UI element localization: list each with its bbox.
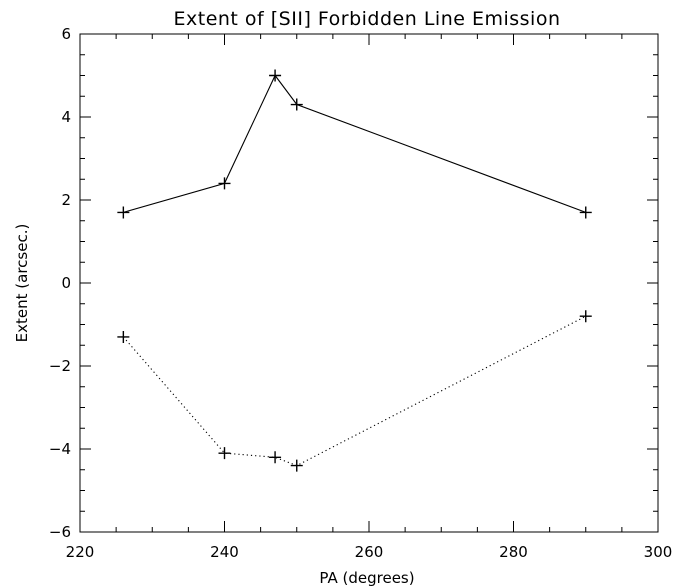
series-line-1: [123, 76, 586, 213]
data-point-marker: [219, 447, 231, 459]
y-tick-label: −2: [49, 357, 71, 375]
y-tick-label: 2: [61, 191, 71, 209]
y-axis-title: Extent (arcsec.): [13, 224, 31, 343]
series-line-2: [123, 316, 586, 465]
y-tick-label: −4: [49, 440, 71, 458]
data-point-marker: [291, 460, 303, 472]
y-tick-label: 0: [61, 274, 71, 292]
data-point-marker: [117, 206, 129, 218]
y-tick-label: −6: [49, 523, 71, 541]
data-point-marker: [580, 206, 592, 218]
data-point-marker: [269, 70, 281, 82]
x-tick-label: 260: [355, 543, 384, 561]
data-point-marker: [269, 451, 281, 463]
x-tick-label: 300: [644, 543, 673, 561]
data-point-marker: [219, 177, 231, 189]
data-point-marker: [291, 99, 303, 111]
axis-ticks: [80, 34, 658, 532]
chart-title: Extent of [SII] Forbidden Line Emission: [174, 8, 561, 30]
data-point-marker: [580, 310, 592, 322]
data-point-marker: [117, 331, 129, 343]
x-tick-label: 220: [66, 543, 95, 561]
x-axis-title: PA (degrees): [319, 569, 414, 587]
tick-labels: 220 240 260 280 300 −6 −4 −2 0 2 4 6: [49, 25, 672, 561]
data-series: [117, 70, 591, 472]
series-1: [117, 70, 591, 219]
y-tick-label: 6: [61, 25, 71, 43]
y-tick-label: 4: [61, 108, 71, 126]
series-2: [117, 310, 591, 471]
x-tick-label: 280: [499, 543, 528, 561]
x-tick-label: 240: [210, 543, 239, 561]
plot-frame: [80, 34, 658, 532]
